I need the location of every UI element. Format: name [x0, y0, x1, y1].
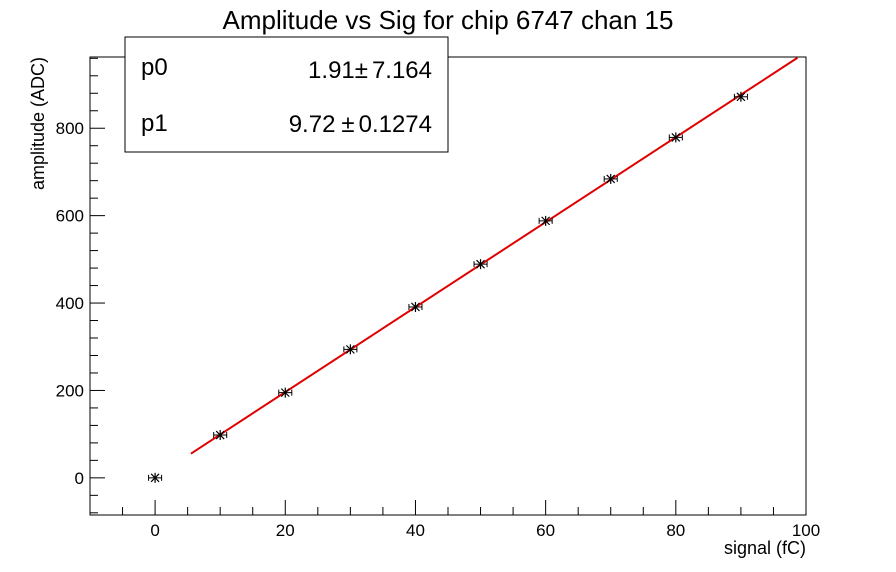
stats-p0-error: 7.164 [372, 57, 432, 84]
x-tick-label: 60 [536, 521, 555, 540]
stats-p1-pm: ± [341, 111, 354, 138]
y-tick-label: 0 [75, 469, 84, 488]
data-point [473, 259, 488, 270]
data-point [603, 173, 618, 184]
stats-p1-name: p1 [141, 110, 168, 137]
y-tick-label: 800 [56, 119, 84, 138]
x-tick-label: 20 [276, 521, 295, 540]
data-point [733, 91, 748, 102]
data-point [408, 301, 423, 312]
x-tick-label: 100 [792, 521, 820, 540]
stats-p1-error: 0.1274 [359, 111, 432, 138]
y-tick-label: 600 [56, 207, 84, 226]
x-tick-label: 80 [666, 521, 685, 540]
data-point [343, 344, 358, 355]
axis-ticks: 0 20 40 60 80 100 0 200 400 600 800 [56, 57, 820, 540]
stats-box: p0 1.91± 7.164 p1 9.72 ±0.1274 [124, 36, 449, 153]
data-point [668, 132, 683, 143]
x-tick-label: 0 [150, 521, 159, 540]
fit-line-group [190, 56, 799, 455]
chart-title: Amplitude vs Sig for chip 6747 chan 15 [223, 5, 674, 35]
stats-p0-value: 1.91± 7.164 [308, 57, 432, 84]
fit-line [190, 56, 799, 455]
y-tick-label: 400 [56, 294, 84, 313]
stats-p0-name: p0 [141, 54, 168, 81]
stats-p0-pm: ± [355, 57, 368, 84]
y-tick-label: 200 [56, 381, 84, 400]
stats-p0-value-num: 1.91 [308, 57, 355, 84]
data-points [148, 91, 748, 483]
x-tick-label: 40 [406, 521, 425, 540]
stats-p1-value-num: 9.72 [289, 111, 336, 138]
data-point [278, 387, 293, 398]
x-axis-label: signal (fC) [724, 538, 806, 558]
data-point [148, 472, 163, 483]
data-point [213, 430, 228, 441]
y-axis-label: amplitude (ADC) [28, 57, 48, 190]
data-point [538, 215, 553, 226]
stats-p1-value: 9.72 ±0.1274 [289, 111, 432, 138]
